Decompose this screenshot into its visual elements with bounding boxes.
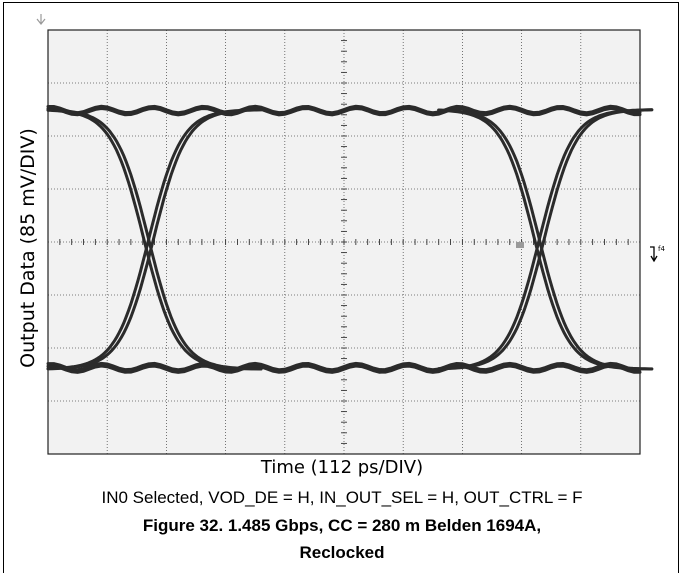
test-condition-text: IN0 Selected, VOD_DE = H, IN_OUT_SEL = H… <box>101 488 583 507</box>
ground-marker-icon <box>36 14 46 25</box>
low-level-trace <box>46 364 642 374</box>
x-axis-label: Time (112 ps/DIV) <box>260 457 424 478</box>
markers: f4 <box>36 14 665 263</box>
high-level-trace <box>46 104 642 115</box>
trigger-label: f4 <box>658 245 665 253</box>
figure-caption-line2: Reclocked <box>299 543 385 562</box>
eye-traces <box>46 104 654 374</box>
falling-edge-trace <box>46 108 263 371</box>
crossing-marker <box>516 242 524 248</box>
grid <box>47 29 641 455</box>
figure-frame <box>3 2 679 573</box>
figure-caption-line1: Figure 32. 1.485 Gbps, CC = 280 m Belden… <box>142 516 542 535</box>
rising-edge-trace <box>437 108 654 371</box>
falling-edge-trace <box>437 108 654 371</box>
screen-border <box>47 29 641 455</box>
oscilloscope-screen: f4 <box>36 14 665 455</box>
low-level-trace <box>46 361 642 372</box>
y-axis-label: Output Data (85 mV/DIV) <box>17 128 39 368</box>
rising-edge-trace <box>46 108 263 371</box>
high-level-trace <box>46 106 642 117</box>
trigger-marker-icon <box>650 246 658 263</box>
